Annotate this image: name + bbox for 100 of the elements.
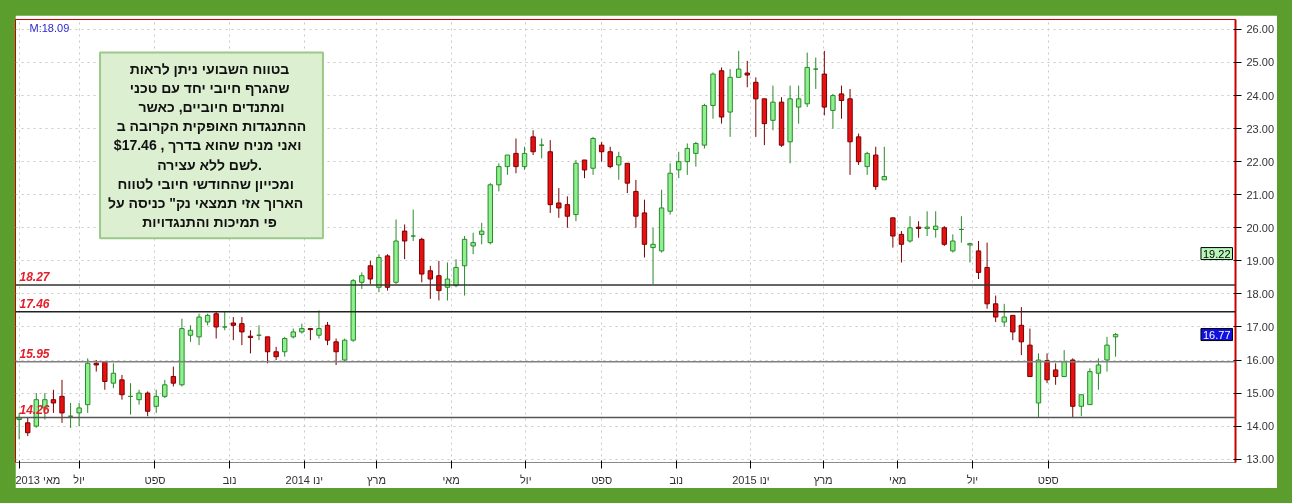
candlestick (453, 258, 459, 288)
candlestick (881, 146, 888, 181)
annotation: 16.77 (1202, 328, 1231, 341)
x-tick-label: יול (520, 473, 532, 486)
y-tick-label: 22.00 (1246, 155, 1275, 168)
candlestick (1018, 306, 1025, 356)
candlestick (624, 162, 631, 194)
candlestick (1078, 394, 1085, 417)
ref-line-label: 18.27 (19, 269, 51, 284)
candlestick (650, 227, 656, 285)
candlestick (795, 85, 802, 125)
x-tick-label: נוב (669, 473, 684, 486)
candlestick (538, 138, 545, 159)
candlestick (367, 260, 374, 285)
candlestick (333, 338, 339, 366)
candlestick (530, 129, 536, 156)
candlestick (521, 146, 528, 171)
candlestick (273, 346, 279, 361)
y-tick-label: 17.00 (1246, 320, 1275, 333)
candlestick (676, 151, 682, 179)
candlestick (170, 366, 177, 387)
candlestick (1010, 314, 1016, 341)
candlestick (1104, 336, 1110, 373)
candlestick (16, 412, 22, 440)
candlestick (264, 336, 271, 364)
candlestick (616, 151, 622, 181)
candlestick (119, 374, 125, 401)
y-tick-label: 18.00 (1246, 287, 1275, 300)
x-tick-label: ספט (1037, 473, 1059, 486)
candlestick (898, 230, 905, 263)
candlestick (144, 390, 151, 417)
candlestick (110, 362, 117, 389)
candlestick (213, 311, 219, 340)
candlestick (282, 336, 288, 358)
x-tick-label: נוב (222, 473, 237, 486)
y-tick-label: 16.00 (1246, 354, 1275, 367)
x-tick-label: 2013 מאי (15, 473, 61, 486)
y-tick-label: 24.00 (1246, 89, 1275, 102)
ref-line-label: 17.46 (19, 296, 50, 311)
candlestick (581, 159, 588, 179)
candlestick (513, 138, 519, 174)
candlestick (470, 232, 476, 255)
candlestick (401, 223, 408, 260)
candlestick (735, 50, 742, 78)
candlestick (436, 260, 442, 302)
candlestick (744, 60, 750, 88)
candlestick (316, 309, 322, 340)
y-tick-label: 26.00 (1246, 23, 1275, 36)
candlestick (941, 225, 947, 247)
x-tick-label: מרץ (366, 473, 386, 486)
candlestick (1061, 349, 1067, 378)
x-tick-label: 2014 ינו (285, 473, 324, 486)
candlestick (153, 389, 159, 414)
y-tick-label: 23.00 (1246, 122, 1275, 135)
x-tick-label: ספט (591, 473, 613, 486)
candlestick (933, 210, 939, 239)
y-tick-label: 13.00 (1246, 453, 1275, 466)
candlestick (890, 217, 896, 249)
annotation: M:18.09 (29, 21, 70, 34)
candlestick (102, 361, 108, 391)
x-tick-label: יול (73, 473, 85, 486)
candlestick (504, 154, 511, 176)
candlestick (1112, 332, 1119, 358)
x-tick-label: ספט (144, 473, 166, 486)
candlestick (693, 141, 699, 168)
candlestick (479, 222, 485, 245)
candlestick (950, 233, 956, 254)
y-tick-label: 14.00 (1246, 420, 1275, 433)
candlestick (1095, 357, 1102, 391)
candlestick (76, 402, 82, 427)
candlestick (556, 187, 562, 219)
candlestick (1044, 352, 1050, 384)
x-tick-label: מאי (889, 473, 907, 486)
candlestick (196, 313, 202, 346)
candlestick (136, 389, 142, 406)
candlestick (684, 142, 690, 176)
candlestick (770, 85, 776, 131)
candlestick (753, 76, 759, 138)
y-tick-label: 20.00 (1246, 221, 1275, 234)
candlestick (230, 316, 237, 341)
y-tick-label: 19.00 (1246, 254, 1275, 267)
candlestick (564, 195, 571, 229)
x-tick-label: יול (966, 473, 979, 486)
x-tick-label: 2015 ינו (732, 473, 770, 486)
y-tick-label: 21.00 (1246, 188, 1275, 201)
annotation: 19.22 (1202, 247, 1231, 260)
candlestick (607, 146, 613, 169)
candlestick (59, 379, 65, 424)
candlestick (838, 85, 845, 120)
candlestick (830, 93, 836, 130)
y-tick-label: 25.00 (1246, 56, 1275, 69)
candlestick (496, 162, 502, 192)
candlestick (992, 295, 999, 323)
candlestick (162, 379, 168, 399)
candlestick (1052, 362, 1059, 386)
x-tick-label: מרץ (813, 473, 833, 486)
candlestick (50, 389, 57, 414)
candlestick (25, 417, 31, 437)
candlestick (907, 215, 913, 244)
x-tick-label: מאי (442, 473, 460, 486)
